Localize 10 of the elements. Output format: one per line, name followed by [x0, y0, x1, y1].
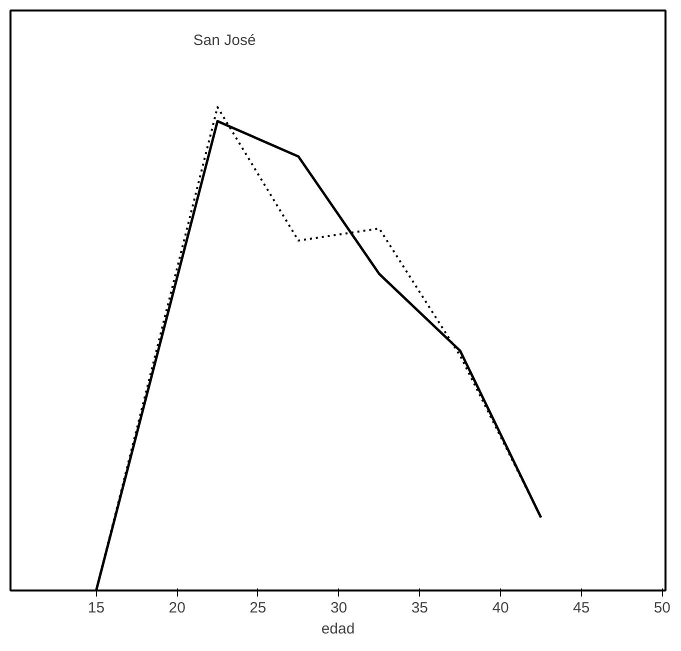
x-tick-label: 15 [88, 600, 105, 616]
x-tick-label: 35 [411, 600, 428, 616]
text: San José [193, 32, 256, 50]
x-axis-title: edad [321, 620, 355, 638]
x-tick-label: 20 [168, 600, 186, 616]
x-tick-label: 30 [330, 600, 348, 616]
x-tick-label: 50 [654, 600, 671, 616]
x-tick-label: 25 [250, 600, 266, 616]
x-tick-label: 45 [573, 600, 590, 616]
x-tick-label: 40 [492, 600, 509, 616]
